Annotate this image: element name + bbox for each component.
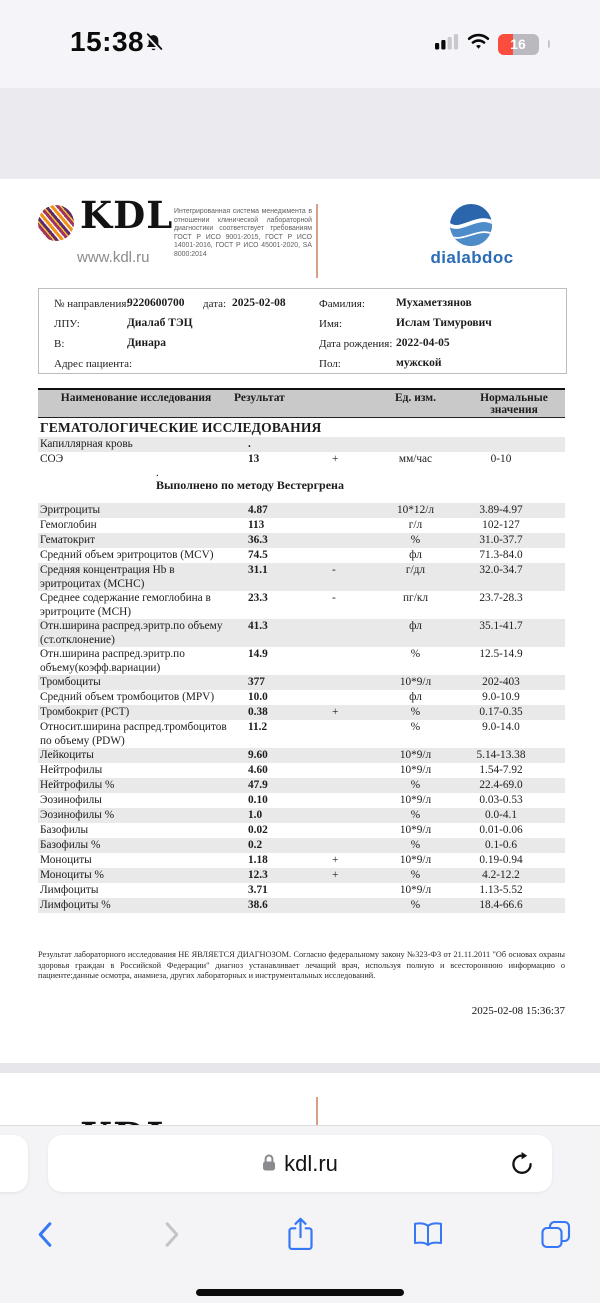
table-row: Лимфоциты 3.71 10*9/л 1.13-5.52: [40, 884, 523, 896]
table-row: Моноциты 1.18 + 10*9/л 0.19-0.94: [40, 854, 523, 866]
kdl-logo-text: KDL: [80, 193, 174, 237]
table-row: Нейтрофилы 4.60 10*9/л 1.54-7.92: [40, 764, 523, 776]
document-page-2[interactable]: KDL Интегрированная система менеджмента …: [0, 1073, 600, 1125]
firstname-label: Имя:: [319, 318, 343, 330]
patient-info-box: № направления: 9220600700 дата: 2025-02-…: [38, 288, 567, 374]
battery-percent: 16: [510, 36, 526, 52]
table-row: Средняя концентрация Hb в эритроцитах (M…: [38, 563, 565, 591]
battery-icon: 16: [497, 33, 539, 55]
status-bar: 15:38: [0, 0, 600, 88]
address-bar[interactable]: kdl.ru: [48, 1135, 552, 1192]
cellular-signal-icon: [434, 33, 459, 55]
tabs-button[interactable]: [536, 1212, 576, 1256]
date-value: 2025-02-08: [232, 297, 286, 309]
forward-button[interactable]: [152, 1212, 192, 1256]
table-row: Моноциты % 12.3 + % 4.2-12.2: [38, 868, 565, 883]
header-unit: Ед. изм.: [394, 391, 437, 404]
table-row: Тромбоциты 377 10*9/л 202-403: [38, 675, 565, 690]
share-button[interactable]: [280, 1212, 320, 1256]
table-row: Отн.ширина распред.эритр.по объему (ст.о…: [38, 619, 565, 647]
table-row: Базофилы 0.02 10*9/л 0.01-0.06: [40, 824, 523, 836]
table-row: Гемоглобин 113 г/л 102-127: [40, 519, 520, 531]
table-row: Базофилы % 0.2 % 0.1-0.6: [38, 838, 565, 853]
safari-toolbar: [0, 1206, 600, 1262]
address-label: Адрес пациента:: [54, 358, 133, 370]
back-button[interactable]: [24, 1212, 64, 1256]
battery-charge-fill: [497, 33, 513, 55]
birthdate-label: Дата рождения:: [319, 338, 393, 350]
firstname-value: Ислам Тимурович: [396, 317, 492, 329]
document-page-1[interactable]: KDL www.kdl.ru Интегрированная система м…: [0, 179, 600, 1063]
header-divider: [316, 204, 318, 278]
table-row: Нейтрофилы % 47.9 % 22.4-69.0: [38, 778, 565, 793]
kdl-website: www.kdl.ru: [77, 249, 150, 266]
kdl-logo-icon: [38, 205, 74, 241]
legal-disclaimer: Результат лабораторного исследования НЕ …: [38, 950, 565, 981]
v-label: В:: [54, 338, 65, 350]
kdl-logo-text: KDL: [80, 1114, 173, 1125]
sex-value: мужской: [396, 357, 442, 369]
ref-number-label: № направления:: [54, 298, 130, 310]
table-row: Средний объем эритроцитов (MCV) 74.5 фл …: [40, 549, 523, 561]
table-row: Отн.ширина распред.эритр.по объему(коэфф…: [40, 648, 523, 674]
date-label: дата:: [203, 298, 227, 310]
dialabdoc-logo-icon: [449, 1124, 493, 1125]
document-header: KDL www.kdl.ru Интегрированная система м…: [0, 179, 600, 289]
header-divider: [316, 1097, 318, 1125]
clock: 15:38: [70, 26, 145, 57]
method-dot: .: [156, 467, 159, 479]
header-test-name: Наименование исследования: [60, 391, 212, 404]
table-row: Эозинофилы % 1.0 % 0.0-4.1: [38, 808, 565, 823]
table-header-row: Наименование исследования Результат Ед. …: [38, 388, 565, 418]
bookmarks-button[interactable]: [408, 1212, 448, 1256]
sex-label: Пол:: [319, 358, 341, 370]
lpu-value: Диалаб ТЭЦ: [127, 317, 193, 329]
birthdate-value: 2022-04-05: [396, 337, 450, 349]
dialabdoc-logo-text: dialabdoc: [430, 248, 514, 267]
table-row: Тромбокрит (PCT) 0.38 + % 0.17-0.35: [38, 705, 565, 720]
result-rows: Эритроциты 4.87 10*12/л 3.89-4.97 Гемогл…: [38, 503, 565, 913]
lpu-label: ЛПУ:: [54, 318, 80, 330]
document-header-page2: KDL Интегрированная система менеджмента …: [0, 1097, 600, 1125]
table-row: Средний объем тромбоцитов (MPV) 10.0 фл …: [40, 691, 520, 703]
v-value: Динара: [127, 337, 167, 349]
table-row: Эозинофилы 0.10 10*9/л 0.03-0.53: [40, 794, 523, 806]
table-row: Капиллярная кровь .: [38, 437, 565, 452]
surname-value: Мухаметзянов: [396, 297, 472, 309]
table-row: Лейкоциты 9.60 10*9/л 5.14-13.38: [38, 748, 565, 763]
page-gap: [0, 1063, 600, 1073]
iso-certification-text: Интегрированная система менеджмента в от…: [174, 208, 312, 258]
home-indicator[interactable]: [196, 1289, 404, 1296]
ref-number-value: 9220600700: [127, 297, 185, 309]
adjacent-tab-edge[interactable]: [0, 1135, 28, 1192]
viewer-background: [0, 88, 600, 180]
header-norm: Нормальные значения: [480, 391, 548, 416]
table-row: Гематокрит 36.3 % 31.0-37.7: [38, 533, 565, 548]
wifi-icon: [467, 33, 490, 55]
lock-icon: [262, 1150, 276, 1177]
url-text: kdl.ru: [284, 1150, 338, 1176]
results-table: Наименование исследования Результат Ед. …: [38, 388, 565, 913]
table-row: Относит.ширина распред.тромбоцитов по об…: [40, 721, 520, 747]
dialabdoc-logo-icon: [449, 203, 493, 252]
table-row: Среднее содержание гемоглобина в эритроц…: [40, 592, 523, 618]
reload-icon[interactable]: [509, 1151, 535, 1177]
header-result: Результат: [234, 391, 285, 404]
section-title: ГЕМАТОЛОГИЧЕСКИЕ ИССЛЕДОВАНИЯ: [40, 420, 322, 435]
bell-slash-icon: [143, 31, 164, 60]
pre-rows: Капиллярная кровь . СОЭ 13 + мм/час 0-10: [38, 437, 565, 467]
table-row: Эритроциты 4.87 10*12/л 3.89-4.97: [38, 503, 565, 518]
safari-bottom-bar: kdl.ru: [0, 1125, 600, 1303]
table-row: СОЭ 13 + мм/час 0-10: [40, 453, 512, 465]
method-note: Выполнено по методу Вестергрена: [156, 478, 344, 492]
battery-cap: [547, 40, 550, 48]
table-row: Лимфоциты % 38.6 % 18.4-66.6: [38, 898, 565, 913]
surname-label: Фамилия:: [319, 298, 365, 310]
report-timestamp: 2025-02-08 15:36:37: [471, 1005, 565, 1017]
